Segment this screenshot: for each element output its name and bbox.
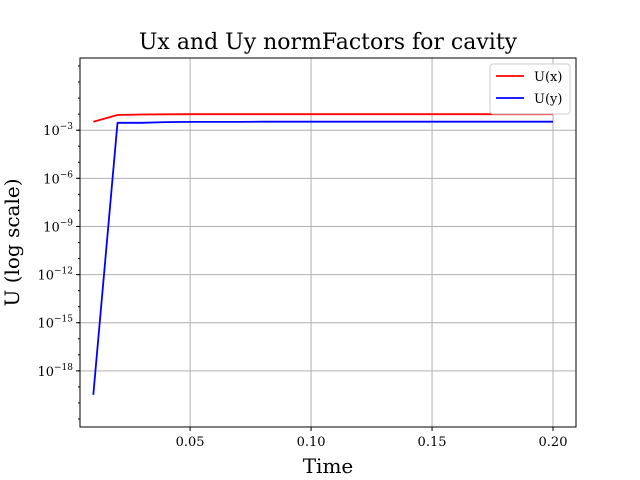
y-tick-label: 10−6: [43, 170, 73, 187]
y-tick-label: 10−15: [37, 315, 73, 332]
legend: U(x) U(y): [489, 63, 571, 115]
series-line-U(x): [93, 113, 553, 123]
legend-label: U(y): [534, 92, 562, 107]
chart-title: Ux and Uy normFactors for cavity: [139, 30, 518, 55]
grid-layer: [80, 58, 576, 427]
series-layer: [92, 113, 553, 395]
tick-layer: 0.05 0.10 0.15 0.20 10−3 10−6 10−9 10−12 10−15 10…: [37, 65, 568, 450]
x-tick-label: 0.05: [176, 435, 205, 450]
x-axis-label: Time: [303, 454, 354, 478]
y-tick-label: 10−12: [37, 267, 73, 284]
legend-label: U(x): [534, 70, 562, 85]
x-tick-label: 0.15: [418, 435, 447, 450]
x-tick-label: 0.20: [539, 435, 568, 450]
y-tick-label: 10−3: [43, 122, 73, 139]
series-line-U(y): [92, 120, 553, 395]
y-tick-label: 10−9: [43, 218, 73, 235]
y-tick-label: 10−18: [37, 363, 73, 380]
y-axis-label: U (log scale): [0, 178, 24, 306]
x-tick-label: 0.10: [297, 435, 326, 450]
